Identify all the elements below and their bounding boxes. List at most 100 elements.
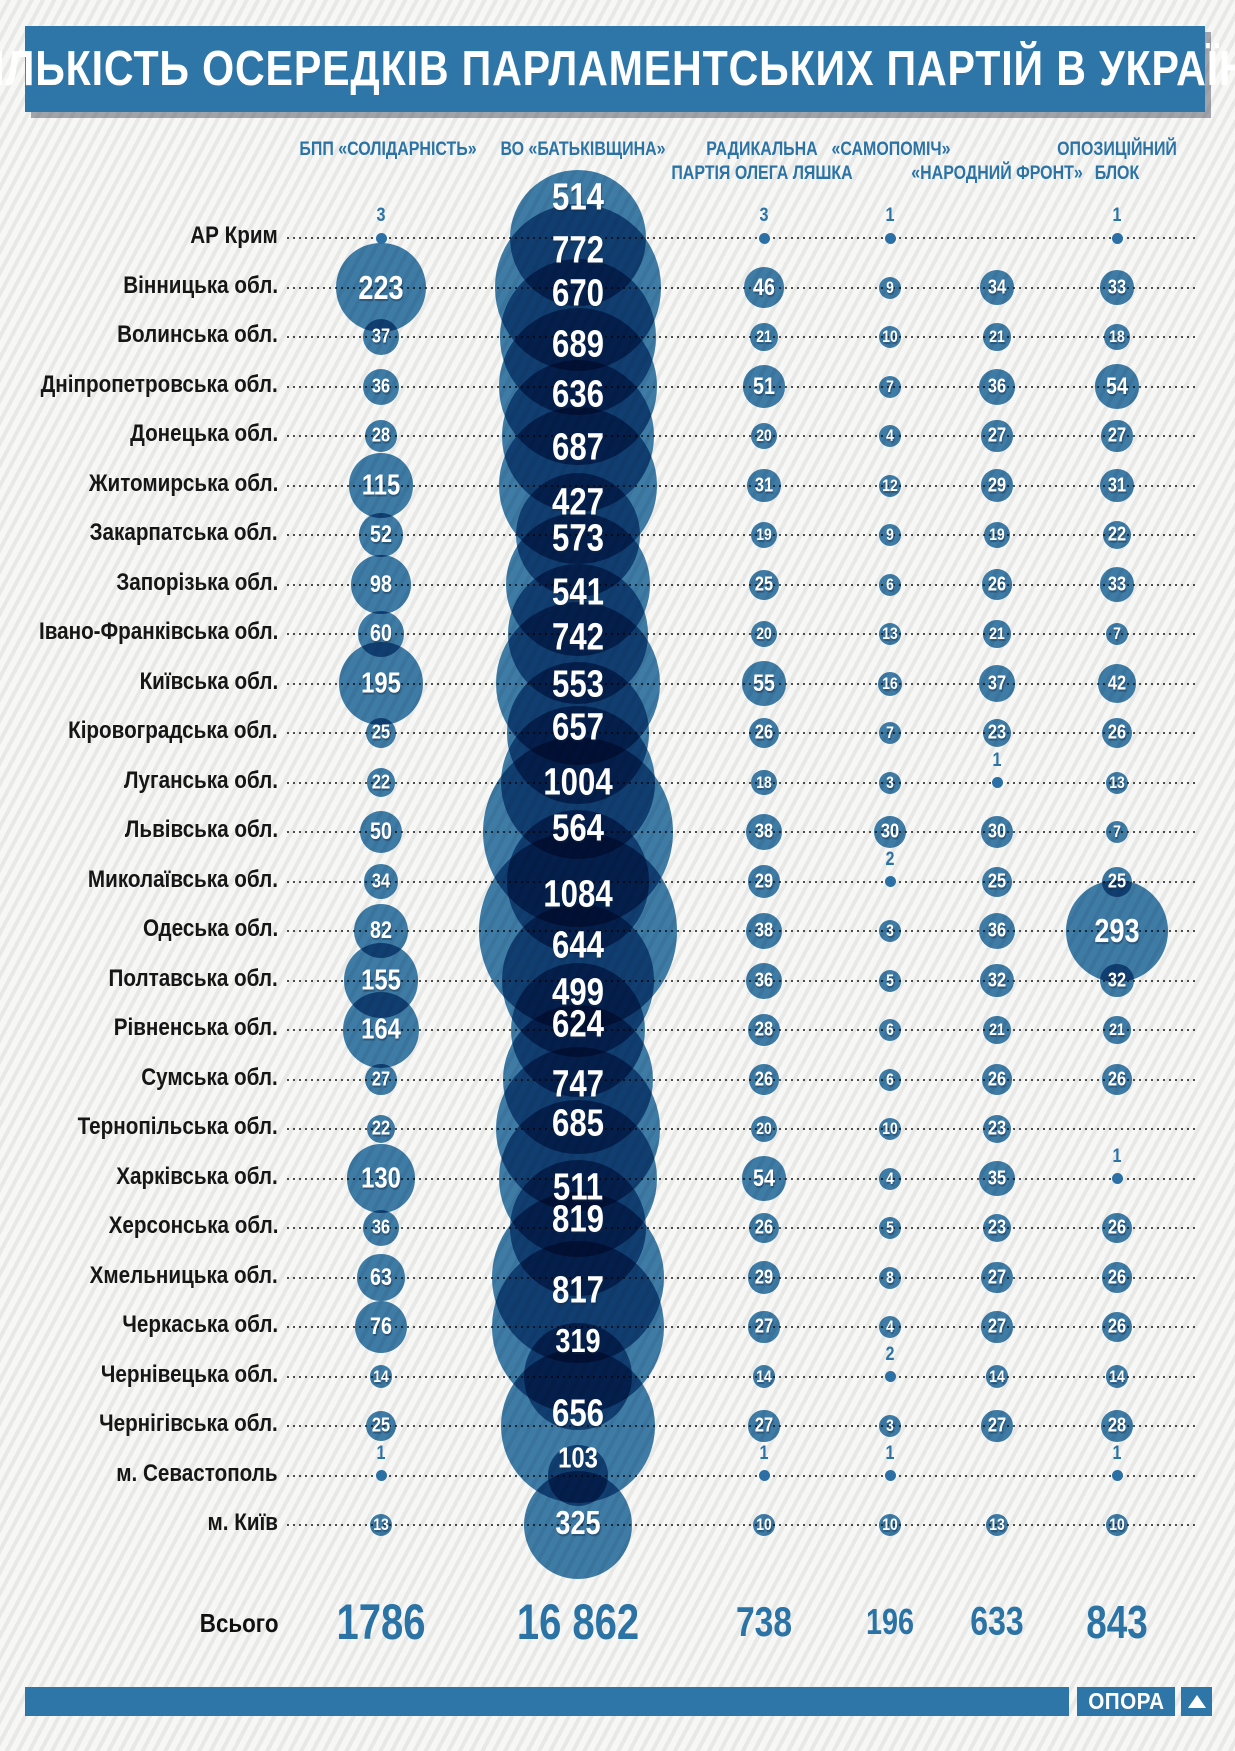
data-bubble-value: 32: [987, 969, 1007, 991]
data-bubble-value: 27: [987, 1315, 1007, 1338]
data-bubble: [1097, 664, 1137, 703]
data-bubble: [748, 1064, 780, 1095]
data-bubble-value: 29: [987, 474, 1007, 496]
data-dot: [758, 232, 770, 244]
data-bubble-value: 5: [886, 1218, 894, 1237]
data-bubble: [983, 323, 1011, 351]
data-bubble: [366, 768, 396, 797]
data-bubble: [745, 813, 783, 851]
party-total-rpl: 738: [735, 1598, 793, 1645]
row-dotted-line: [287, 979, 1197, 982]
row-dotted-line: [287, 732, 1197, 734]
data-bubble-value: 28: [754, 1018, 774, 1041]
data-bubble: [1100, 963, 1134, 998]
data-bubble: [750, 1115, 778, 1143]
data-dot-value: 3: [759, 205, 769, 226]
data-bubble-value: 6: [886, 574, 894, 594]
row-dotted-line: [287, 781, 1197, 784]
party-total-bpp: 1786: [336, 1594, 426, 1650]
region-label: Київська обл.: [139, 667, 278, 695]
region-label: Миколаївська обл.: [87, 865, 278, 893]
data-bubble-value: 26: [1107, 1216, 1127, 1239]
data-bubble: [523, 1470, 633, 1580]
data-bubble-value: 657: [552, 706, 604, 748]
data-bubble: [752, 1365, 776, 1388]
data-bubble-value: 573: [552, 517, 604, 559]
data-bubble-value: 4: [886, 1168, 894, 1188]
data-bubble-value: 19: [756, 525, 772, 544]
data-bubble-value: 27: [371, 1068, 391, 1090]
data-dot: [884, 1371, 896, 1382]
data-bubble: [751, 769, 777, 796]
data-bubble: [359, 513, 403, 557]
data-bubble: [878, 671, 902, 696]
data-bubble-value: 38: [754, 820, 774, 843]
data-bubble-value: 27: [1107, 424, 1127, 447]
data-dot-value: 1: [1112, 1442, 1122, 1464]
data-bubble-value: 20: [756, 1119, 772, 1138]
data-bubble: [879, 326, 901, 348]
data-bubble-value: 164: [361, 1013, 401, 1046]
data-bubble-value: 8: [886, 1267, 894, 1287]
region-label: Херсонська обл.: [108, 1212, 278, 1239]
data-bubble-value: 16: [882, 673, 898, 693]
data-bubble-value: 18: [1109, 327, 1125, 346]
data-bubble-value: 689: [552, 323, 604, 365]
data-bubble-value: 30: [880, 820, 900, 843]
data-bubble: [879, 425, 901, 447]
data-bubble: [981, 1410, 1013, 1442]
data-bubble-value: 32: [1107, 969, 1127, 991]
data-bubble: [879, 573, 901, 596]
party-header-rpl: ПАРТІЯ ОЛЕГА ЛЯШКА: [671, 163, 853, 184]
data-bubble-value: 36: [754, 969, 774, 991]
data-bubble: [1101, 1410, 1133, 1442]
data-bubble-value: 819: [552, 1198, 604, 1240]
data-bubble-value: 13: [882, 624, 898, 643]
data-bubble: [750, 323, 778, 351]
data-dot: [884, 1470, 896, 1481]
data-bubble-value: 63: [370, 1263, 392, 1291]
data-bubble: [336, 242, 426, 333]
data-dot-value: 2: [885, 1343, 895, 1365]
data-bubble-value: 155: [361, 964, 401, 996]
region-label: м. Київ: [207, 1509, 278, 1536]
data-bubble-value: 82: [370, 917, 392, 944]
data-bubble-value: 21: [756, 327, 772, 346]
data-bubble: [879, 920, 901, 942]
data-bubble-value: 293: [1094, 912, 1140, 949]
data-bubble-value: 27: [987, 424, 1007, 447]
data-bubble-value: 103: [558, 1442, 598, 1474]
row-dotted-line: [287, 880, 1197, 883]
data-bubble: [1105, 1365, 1129, 1388]
data-bubble-value: 1004: [543, 761, 613, 804]
data-bubble-value: 817: [552, 1269, 604, 1312]
data-bubble: [983, 521, 1011, 549]
data-bubble-value: 3: [886, 1416, 894, 1435]
data-bubble-value: 37: [371, 325, 391, 348]
region-label: Житомирська обл.: [88, 469, 278, 497]
data-bubble: [354, 1300, 408, 1354]
data-bubble-value: 325: [555, 1504, 601, 1541]
data-bubble-value: 22: [1107, 523, 1127, 546]
data-bubble-value: 25: [371, 721, 391, 744]
region-label: АР Крим: [190, 222, 278, 249]
data-bubble-value: 21: [989, 327, 1005, 346]
row-dotted-line: [287, 385, 1197, 388]
data-bubble: [741, 661, 787, 706]
data-bubble-value: 7: [886, 376, 894, 396]
data-dot: [884, 876, 896, 887]
data-bubble: [981, 569, 1013, 600]
title-bar: КІЛЬКІСТЬ ОСЕРЕДКІВ ПАРЛАМЕНТСЬКИХ ПАРТІ…: [0, 26, 1235, 112]
data-bubble: [1101, 717, 1133, 749]
data-bubble: [983, 620, 1011, 648]
data-bubble-value: 14: [989, 1366, 1005, 1386]
data-bubble-value: 541: [552, 571, 604, 614]
data-bubble: [748, 1212, 780, 1244]
data-dot: [884, 232, 896, 244]
data-bubble-value: 10: [756, 1515, 772, 1534]
data-bubble: [748, 1410, 780, 1442]
data-bubble: [879, 1217, 901, 1239]
data-bubble-value: 27: [754, 1414, 774, 1437]
data-bubble-value: 427: [552, 481, 604, 524]
